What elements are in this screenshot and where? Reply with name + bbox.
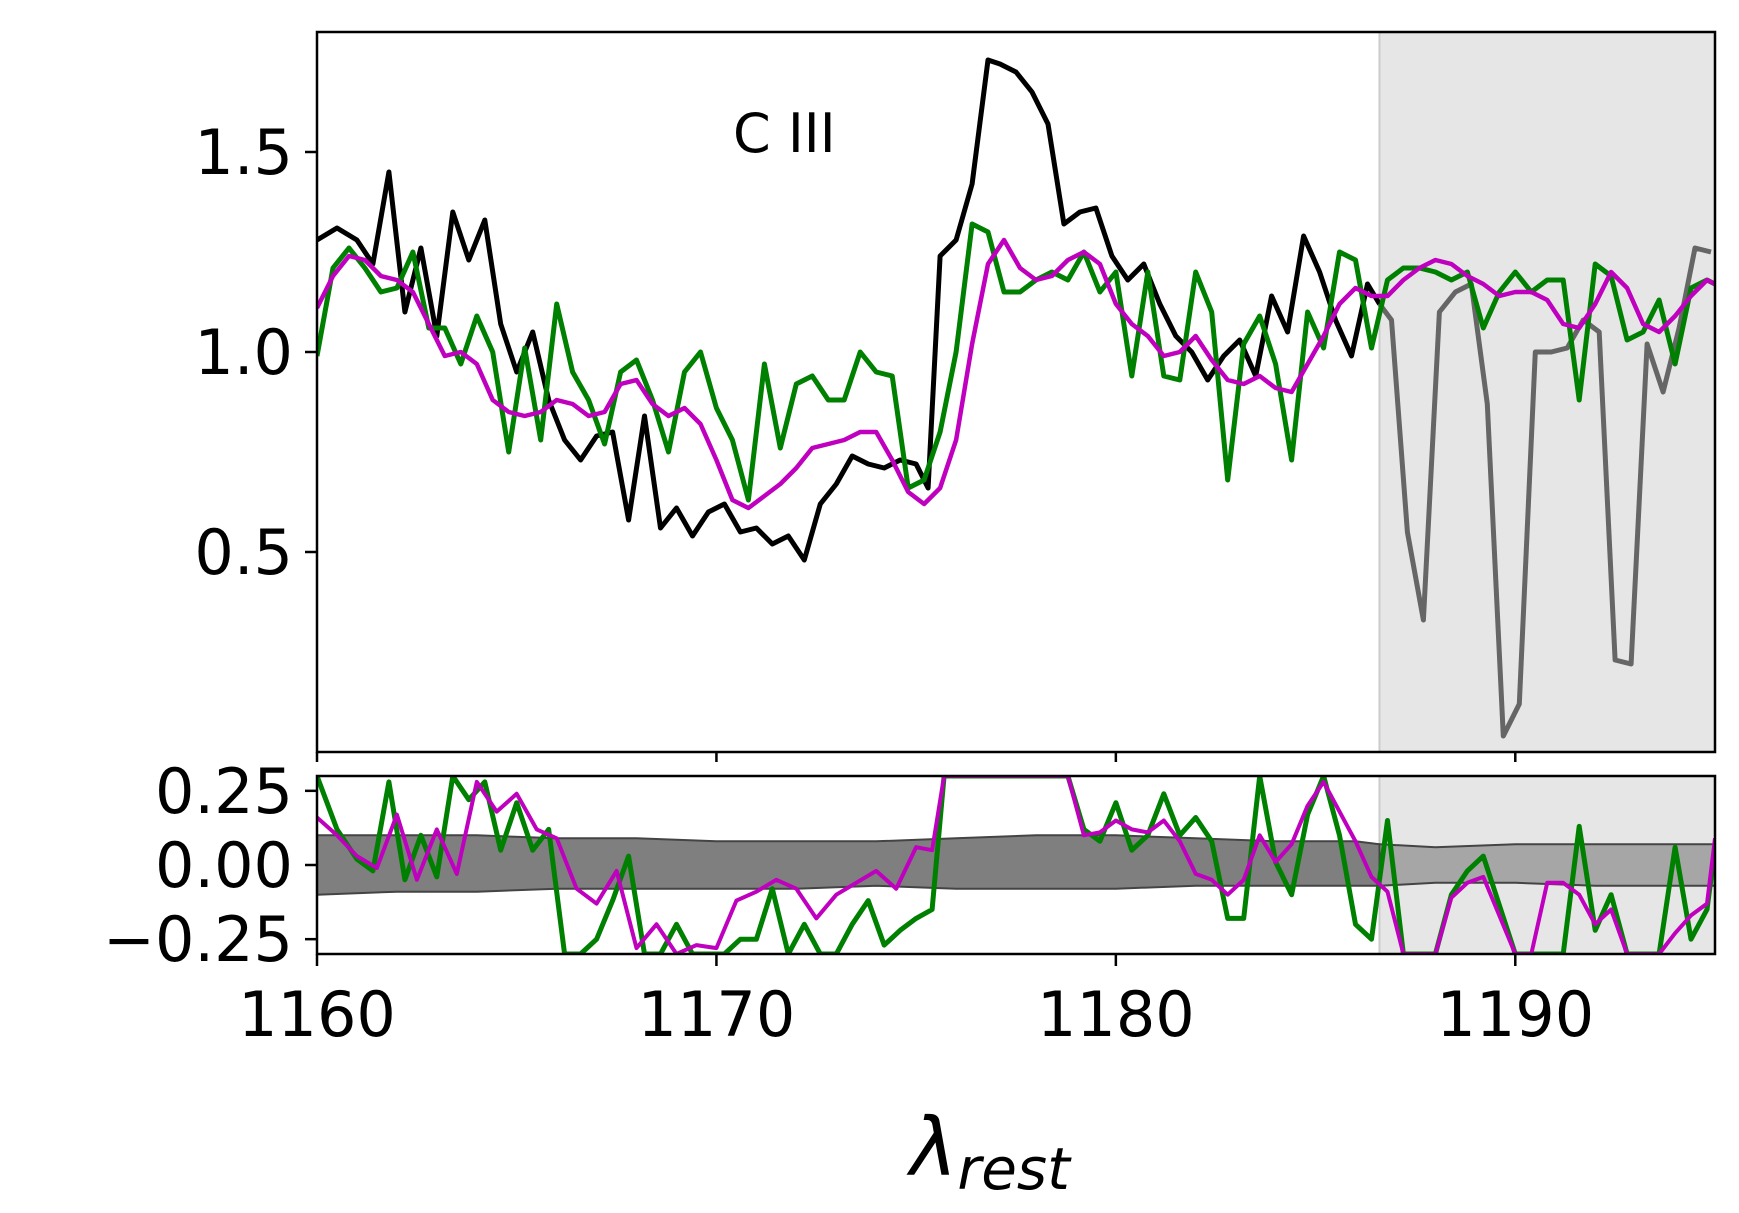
bottom-series-group — [317, 776, 1715, 954]
bottom-band-group — [317, 834, 1715, 896]
band-masked — [1378, 843, 1715, 887]
x-axis-label: λrest — [906, 1101, 1072, 1203]
bottom-y-tick-label: −0.25 — [103, 903, 293, 976]
residual-line-magenta — [317, 776, 1715, 954]
series-line-green — [317, 221, 1715, 503]
bottom-y-axis: 0.250.00−0.25 — [103, 755, 317, 976]
top-axes-frame — [315, 30, 1717, 754]
annotation-c-iii: C III — [733, 102, 836, 165]
x-tick-label: 1170 — [638, 978, 796, 1051]
series-line-black — [317, 57, 1382, 563]
x-tick-label: 1190 — [1436, 978, 1594, 1051]
series-line-magenta — [317, 237, 1715, 511]
x-axis: 1160 1170 1180 1190 — [238, 752, 1594, 1051]
bottom-panel: 0.250.00−0.25 1160 1170 1180 1190 — [103, 752, 1717, 1051]
top-series-group — [317, 57, 1715, 739]
top-y-tick-label: 0.5 — [194, 516, 293, 589]
bottom-y-tick-label: 0.25 — [155, 755, 293, 828]
x-tick-label: 1180 — [1037, 978, 1195, 1051]
top-y-tick-label: 1.0 — [194, 316, 293, 389]
x-axis-label-main: λ — [906, 1101, 957, 1194]
x-tick-label: 1160 — [238, 978, 396, 1051]
top-y-tick-label: 1.5 — [194, 116, 293, 189]
x-axis-label-subscript: rest — [957, 1135, 1072, 1203]
series-line-gray-masked — [1377, 245, 1712, 739]
bottom-y-tick-label: 0.00 — [155, 829, 293, 902]
top-y-axis: 0.5 1.0 1.5 — [194, 116, 317, 589]
top-panel: C III 0.5 1.0 1.5 — [194, 30, 1717, 754]
